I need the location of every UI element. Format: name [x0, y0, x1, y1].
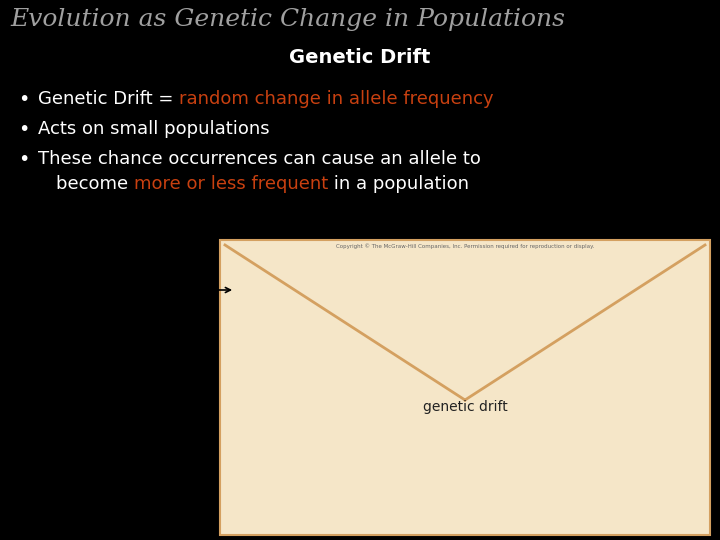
Text: become: become	[56, 175, 134, 193]
Text: •: •	[18, 90, 30, 109]
Text: These chance occurrences can cause an allele to: These chance occurrences can cause an al…	[38, 150, 481, 168]
Text: Genetic Drift: Genetic Drift	[289, 48, 431, 67]
Bar	[220, 240, 710, 535]
Text: Genetic Drift =: Genetic Drift =	[38, 90, 179, 108]
Text: genetic drift: genetic drift	[423, 400, 508, 414]
Text: in a population: in a population	[328, 175, 469, 193]
Text: more or less frequent: more or less frequent	[134, 175, 328, 193]
Text: •: •	[18, 150, 30, 169]
Text: •: •	[18, 120, 30, 139]
Text: Evolution as Genetic Change in Populations: Evolution as Genetic Change in Populatio…	[10, 8, 565, 31]
Text: Acts on small populations: Acts on small populations	[38, 120, 269, 138]
Text: Copyright © The McGraw-Hill Companies, Inc. Permission required for reproduction: Copyright © The McGraw-Hill Companies, I…	[336, 243, 594, 248]
Text: random change in allele frequency: random change in allele frequency	[179, 90, 494, 108]
Text: death: death	[160, 284, 230, 296]
